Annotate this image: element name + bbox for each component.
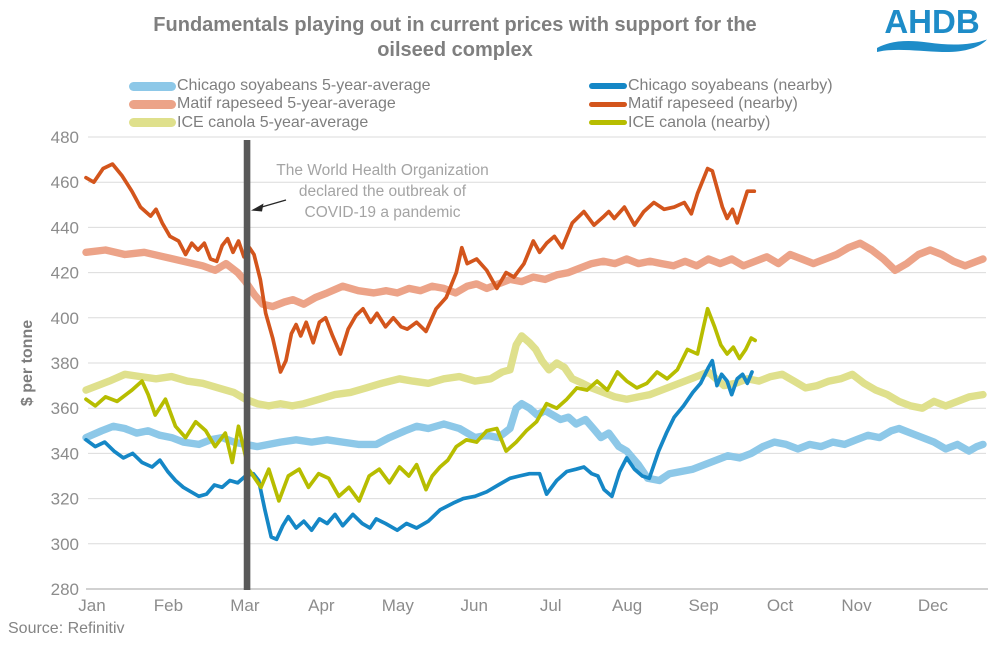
y-tick-label-400: 400 (51, 309, 79, 328)
legend-item-ice-canola-5-year-average: ICE canola 5-year-average (129, 114, 430, 132)
y-tick-label-280: 280 (51, 580, 79, 599)
x-tick-label-feb: Feb (154, 596, 183, 615)
y-tick-label-420: 420 (51, 264, 79, 283)
legend-label: Chicago soyabeans 5-year-average (177, 77, 431, 95)
legend-item-chicago-soyabeans-5-year-average: Chicago soyabeans 5-year-average (129, 77, 430, 95)
covid-annotation-line2: declared the outbreak of (298, 183, 467, 200)
y-tick-label-460: 460 (51, 173, 79, 192)
matif-rapeseed-5-year-average-swatch-icon (129, 99, 176, 109)
covid-annotation-line1: The World Health Organization (276, 162, 489, 179)
chicago-soyabeans-5-year-average-swatch-icon (129, 81, 176, 91)
y-tick-label-440: 440 (51, 218, 79, 237)
ahdb-logo-text: AHDB (884, 3, 980, 40)
gridlines (88, 136, 986, 545)
chicago-soyabeans-nearby-line (84, 358, 754, 542)
x-tick-label-nov: Nov (841, 596, 872, 615)
legend-label: Matif rapeseed 5-year-average (177, 95, 396, 113)
y-axis-title: $ per tonne (19, 319, 36, 407)
ice-canola-nearby-line (84, 306, 757, 503)
x-tick-labels: Jan Feb Mar Apr May Jun Jul Aug Sep Oct Nov Dec (78, 596, 948, 615)
y-tick-label-380: 380 (51, 354, 79, 373)
ice-canola-nearby-swatch-icon (589, 119, 627, 126)
x-tick-label-dec: Dec (918, 596, 949, 615)
matif-rapeseed-nearby-swatch-icon (589, 101, 627, 108)
chart-title-line1: Fundamentals playing out in current pric… (153, 14, 757, 36)
legend-item-ice-canola-nearby: ICE canola (nearby) (589, 114, 833, 132)
legend-label: Matif rapeseed (nearby) (628, 95, 798, 113)
x-tick-label-mar: Mar (230, 596, 260, 615)
y-tick-label-480: 480 (51, 128, 79, 147)
x-tick-label-aug: Aug (612, 596, 642, 615)
annotation-arrow-shaft (259, 199, 287, 209)
x-tick-label-sep: Sep (688, 596, 718, 615)
legend-label: ICE canola (nearby) (628, 113, 771, 131)
legend-item-matif-rapeseed-nearby: Matif rapeseed (nearby) (589, 95, 833, 113)
covid-annotation-line3: COVID-19 a pandemic (304, 204, 461, 221)
chart-title: Fundamentals playing out in current pric… (35, 13, 875, 63)
ahdb-logo: AHDB (876, 3, 988, 55)
legend-label: ICE canola 5-year-average (177, 113, 369, 131)
legend-item-chicago-soyabeans-nearby: Chicago soyabeans (nearby) (589, 77, 833, 95)
y-tick-labels: 280 300 320 340 360 380 400 420 440 460 480 (51, 128, 79, 599)
covid-annotation: The World Health Organization declared t… (250, 160, 515, 223)
legend-right-column: Chicago soyabeans (nearby) Matif rapeseed… (589, 77, 833, 132)
annotation-arrow-head-icon (251, 203, 264, 212)
ice-canola-5-year-average-swatch-icon (129, 118, 176, 128)
y-tick-label-320: 320 (51, 490, 79, 509)
x-tick-label-may: May (382, 596, 415, 615)
legend-left-column: Chicago soyabeans 5-year-average Matif ra… (129, 77, 430, 132)
ice-canola-5-year-average-line (82, 332, 987, 412)
y-tick-label-340: 340 (51, 444, 79, 463)
x-tick-label-apr: Apr (308, 596, 335, 615)
y-tick-label-360: 360 (51, 399, 79, 418)
x-tick-label-jun: Jun (461, 596, 488, 615)
matif-rapeseed-nearby-line (84, 162, 757, 374)
chart-title-line2: oilseed complex (377, 39, 533, 61)
ahdb-wave-icon (877, 39, 987, 53)
y-tick-label-300: 300 (51, 535, 79, 554)
source-note: Source: Refinitiv (8, 620, 125, 637)
x-tick-label-jan: Jan (78, 596, 105, 615)
x-tick-label-oct: Oct (767, 596, 794, 615)
legend-item-matif-rapeseed-5-year-average: Matif rapeseed 5-year-average (129, 95, 430, 113)
chicago-soyabeans-nearby-swatch-icon (589, 83, 627, 89)
legend-label: Chicago soyabeans (nearby) (628, 77, 833, 95)
x-tick-label-jul: Jul (540, 596, 562, 615)
covid-event-line (243, 140, 251, 590)
